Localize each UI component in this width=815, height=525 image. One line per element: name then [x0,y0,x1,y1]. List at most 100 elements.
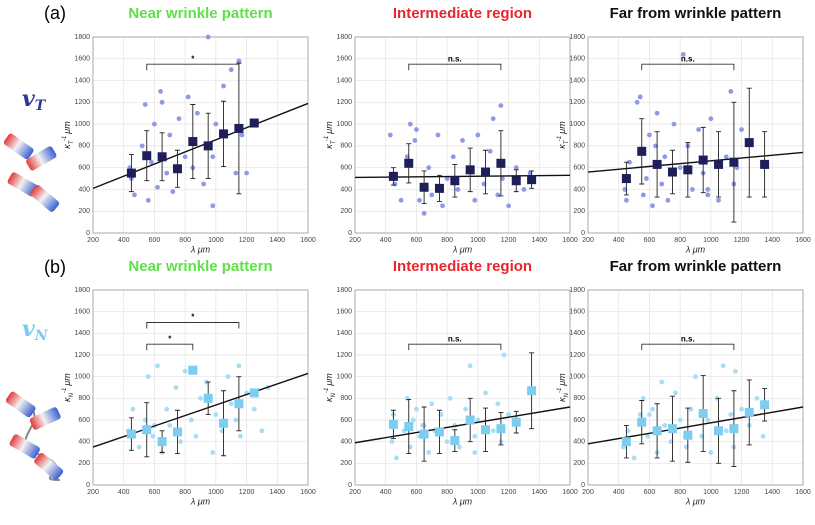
y-tick-label: 800 [78,395,90,402]
y-tick-label: 200 [573,208,585,215]
data-point [159,99,165,105]
mean-marker [698,155,708,165]
y-tick-label: 600 [78,417,90,424]
y-label-unit: μm [324,373,334,387]
y-tick-label: 200 [78,460,90,467]
mean-marker [434,183,444,193]
mean-marker [157,437,167,447]
data-point [225,374,231,380]
mean-marker [404,422,414,431]
data-point [164,406,170,412]
x-tick-label: 600 [411,489,423,496]
x-tick-label: 200 [87,237,99,244]
data-point [238,433,243,439]
plot-area [355,290,570,485]
x-tick-label: 400 [613,489,625,496]
data-point [429,401,435,407]
panel-label: (b) [44,257,66,277]
panel: Near wrinkle pattern 200 400 600 800 1000 1200… [62,258,316,506]
x-tick-label: 1600 [300,237,316,244]
significance-bracket [641,63,735,71]
mean-marker [126,429,136,439]
data-point [634,99,640,105]
y-label-sub: N [69,392,75,397]
data-point [447,395,453,401]
y-label-sup: -1 [324,136,330,141]
plot-frame [354,36,571,234]
significance-bracket [641,343,735,351]
x-tick-label: 1200 [239,237,255,244]
y-tick-label: 1000 [336,121,352,128]
data-point [145,374,151,380]
plot-frame [587,36,804,234]
data-point [623,197,629,203]
y-axis-label: κT-1μm [324,121,337,149]
y-axis-label: κN-1μm [324,373,337,402]
x-tick-label: 1000 [208,489,224,496]
data-point [490,116,496,122]
plot-area [93,37,308,233]
x-tick-label: 1400 [764,489,780,496]
data-point [647,412,652,417]
data-point [733,368,738,374]
data-point [677,165,683,171]
data-point [170,189,176,195]
mean-marker [729,424,739,434]
y-label-unit: μm [62,121,72,135]
data-point [631,455,637,461]
mean-marker [667,167,677,177]
mean-marker [637,146,647,156]
data-point [472,450,478,455]
y-tick-label: 400 [573,186,585,193]
data-point [228,67,234,73]
significance-label: n.s. [681,54,695,63]
mean-marker [404,158,414,168]
data-point [659,379,665,385]
data-point [640,192,646,198]
data-point [495,192,501,198]
x-tick-label: 1000 [703,237,719,244]
x-tick-label: 400 [613,237,625,244]
data-point [495,401,501,407]
plot-area [93,290,308,485]
x-tick-label: 1400 [269,237,285,244]
mean-marker [760,400,770,410]
data-point [155,184,160,190]
y-label-unit: μm [557,121,567,135]
data-point [167,132,173,138]
mean-marker [450,176,460,186]
data-point [728,89,734,94]
mean-marker [652,159,662,169]
x-tick-label: 400 [118,489,130,496]
data-point [236,58,242,64]
x-tick-label: 1600 [562,237,578,244]
data-point [198,395,203,401]
data-point [178,439,183,445]
data-point [213,121,219,127]
y-tick-label: 200 [340,460,352,467]
data-point [680,52,686,57]
x-tick-label: 800 [441,237,453,244]
y-tick-label: 600 [340,165,352,172]
data-point [475,417,481,423]
x-tick-label: 600 [149,237,161,244]
panel: Intermediate region 200 400 600 800 1000 1200 1… [324,5,578,254]
data-point [429,192,435,198]
y-tick-label: 400 [340,439,352,446]
side-symbol-letter: v [22,316,35,342]
data-point [490,428,496,434]
mean-marker [621,174,631,184]
x-tick-label: 1400 [531,237,547,244]
y-axis-label: κN-1μm [557,373,570,402]
data-point [739,406,744,412]
panel: Far from wrinkle pattern 200 400 600 800 1000… [557,5,811,254]
y-label-sub: T [69,139,75,144]
mean-marker [481,425,491,435]
mean-marker [157,152,167,162]
data-point [148,159,154,165]
y-tick-label: 1400 [74,330,90,337]
y-label-symbol: κ [557,144,567,149]
panel: Intermediate region 200 400 600 800 1000 1200 1… [324,258,578,506]
data-point [506,203,511,209]
